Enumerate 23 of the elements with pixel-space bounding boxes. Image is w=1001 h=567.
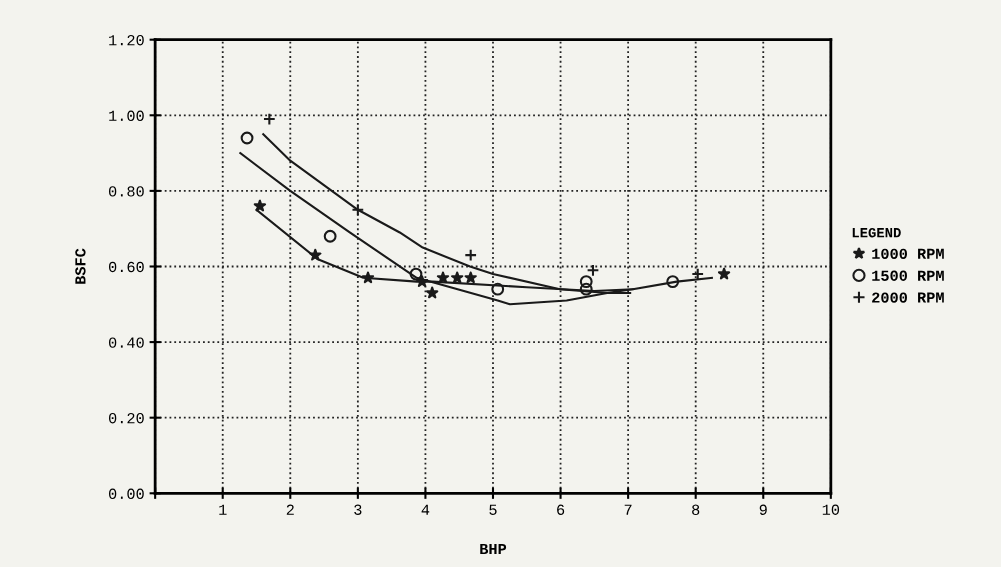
x-axis-title: BHP <box>480 543 507 555</box>
legend-label: 2000 RPM <box>872 292 944 303</box>
x-tick-label: 8 <box>692 504 700 515</box>
y-tick-label: 0.00 <box>108 488 144 499</box>
x-tick-label: 4 <box>421 504 430 515</box>
y-tick-label: 1.20 <box>109 35 144 46</box>
y-tick-label: 0.60 <box>108 261 144 273</box>
x-tick-label: 9 <box>759 504 767 515</box>
x-tick-label: 5 <box>489 504 497 515</box>
legend-label: 1000 RPM <box>872 248 944 259</box>
x-tick-label: 3 <box>354 504 362 515</box>
y-tick-label: 0.20 <box>108 413 144 424</box>
y-tick-label: 0.80 <box>108 186 144 197</box>
x-tick-label: 1 <box>219 504 227 515</box>
legend-label: 1500 RPM <box>872 270 944 281</box>
legend-title: LEGEND <box>852 227 901 238</box>
y-axis-title: BSFC <box>75 248 86 284</box>
y-tick-label: 1.00 <box>109 110 144 121</box>
x-tick-label: 2 <box>286 504 294 515</box>
x-tick-label: 7 <box>624 504 632 515</box>
y-tick-label: 0.40 <box>108 337 144 348</box>
x-tick-label: 10 <box>822 504 840 515</box>
x-tick-label: 6 <box>557 504 565 515</box>
